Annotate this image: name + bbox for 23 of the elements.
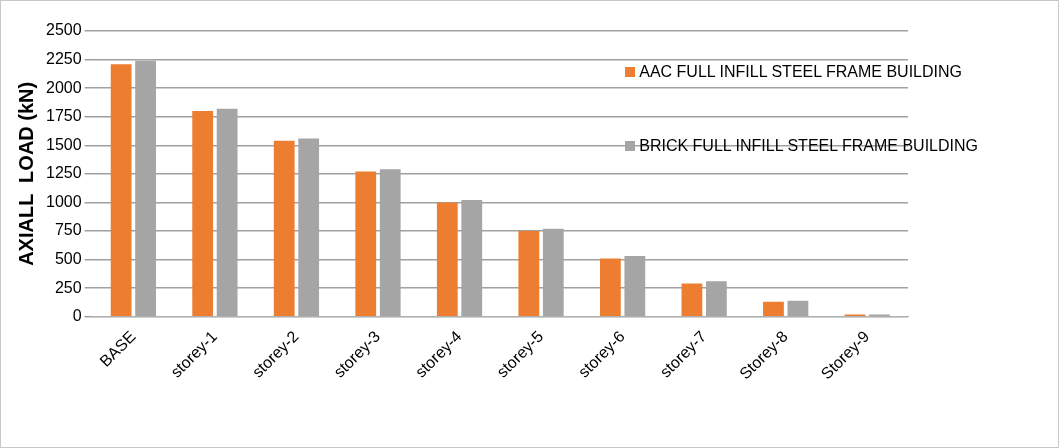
y-tick-label: 500 [54, 249, 82, 267]
bar [436, 202, 458, 316]
bar [763, 301, 784, 316]
y-tick-label: 1250 [46, 164, 82, 182]
bar [355, 171, 377, 316]
y-tick-label: 1750 [46, 107, 82, 125]
y-tick-label: 2500 [46, 21, 82, 39]
y-tick-label: 750 [54, 221, 82, 239]
y-tick-label: 2000 [46, 78, 82, 96]
bar [192, 110, 214, 316]
legend-label: AAC FULL INFILL STEEL FRAME BUILDING [639, 63, 962, 81]
bar [599, 258, 621, 316]
y-tick-label: 250 [54, 278, 82, 296]
bar [518, 230, 540, 316]
legend-label: BRICK FULL INFILL STEEL FRAME BUILDING [639, 137, 978, 155]
bar [273, 140, 295, 316]
y-tick-label: 2250 [46, 49, 82, 67]
bar [110, 64, 132, 316]
y-tick-label: 0 [72, 307, 82, 325]
bar [681, 283, 703, 316]
y-axis-title: AXIALL LOAD (kN) [14, 81, 37, 266]
y-tick-label: 1000 [46, 192, 82, 210]
y-tick-label: 1500 [46, 135, 82, 153]
